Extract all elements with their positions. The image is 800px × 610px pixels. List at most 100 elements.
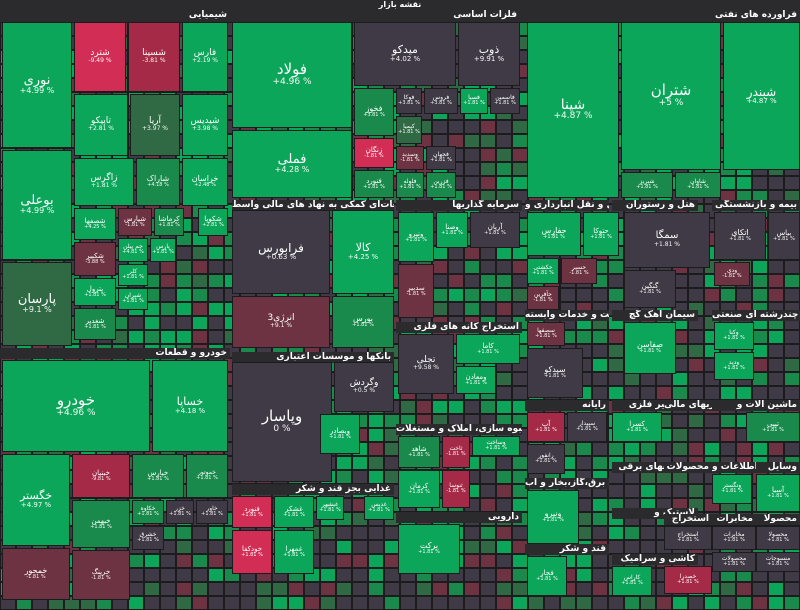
stock-tile[interactable]: خشرق +1.81 %: [132, 526, 164, 550]
stock-tile[interactable]: حفارس +1.81 %: [527, 212, 581, 256]
stock-tile[interactable]: مخابرات +1.81 %: [712, 526, 756, 550]
stock-tile[interactable]: وساخت +1.81 %: [472, 436, 520, 456]
stock-tile[interactable]: آریان +1.81 %: [470, 212, 520, 248]
stock-tile[interactable]: شکویا +2.81 %: [198, 208, 228, 236]
stock-tile[interactable]: ذوب +9.91 %: [458, 22, 520, 86]
stock-tile[interactable]: نوری +4.99 %: [2, 22, 72, 148]
stock-tile[interactable]: کلر +1.81 %: [118, 264, 148, 286]
stock-tile[interactable]: ودی -1.81 %: [714, 262, 750, 286]
stock-tile[interactable]: وبصادر +1.81 %: [320, 414, 360, 454]
stock-tile[interactable]: بورس +1.81 %: [332, 296, 394, 348]
stock-tile[interactable]: وسدید -1.81 %: [396, 146, 424, 170]
stock-tile[interactable]: سدبیر -1.81 %: [398, 264, 434, 318]
stock-tile[interactable]: فجار +1.81 %: [527, 556, 567, 596]
stock-tile[interactable]: بیاس +1.81 %: [768, 212, 800, 260]
stock-tile[interactable]: شپارس -1.81 %: [118, 208, 152, 236]
stock-tile[interactable]: پارسان +9.1 %: [2, 262, 72, 346]
stock-tile[interactable]: ونیرو +1.81 %: [527, 490, 579, 544]
stock-tile[interactable]: خراسان +2.48 %: [182, 158, 228, 206]
stock-tile[interactable]: رانفور +1.81 %: [527, 444, 565, 474]
stock-tile[interactable]: خبنیان -9.81 %: [72, 454, 130, 498]
stock-tile[interactable]: محصولات +1.81 %: [712, 552, 756, 572]
stock-tile[interactable]: جم پیلن +4.81 %: [118, 238, 148, 262]
stock-tile[interactable]: ثنوسا -1.81 %: [442, 470, 470, 508]
stock-tile[interactable]: گنگین +1.81 %: [624, 270, 676, 308]
stock-tile[interactable]: تیپی +1.81 %: [746, 412, 800, 442]
stock-tile[interactable]: شترد -9.49 %: [74, 22, 126, 92]
stock-tile[interactable]: شصفها +4.25 %: [74, 208, 116, 240]
stock-tile[interactable]: فنورد +1.81 %: [232, 496, 272, 528]
stock-tile[interactable]: انرژی3 +9.1 %: [232, 296, 330, 348]
stock-tile[interactable]: کرمان +1.81 %: [398, 470, 440, 508]
stock-tile[interactable]: شیران +1.81 %: [118, 288, 148, 310]
stock-tile[interactable]: برکت +1.81 %: [398, 524, 460, 574]
stock-tile[interactable]: پارس +1.81 %: [150, 238, 176, 262]
stock-tile[interactable]: فجهان +1.81 %: [426, 146, 456, 170]
stock-tile[interactable]: حکشتی +1.81 %: [527, 258, 559, 284]
stock-tile[interactable]: خزر +1.81 %: [166, 500, 194, 524]
stock-tile[interactable]: شتران +5 %: [621, 22, 721, 170]
stock-tile[interactable]: فسپا +1.81 %: [460, 88, 488, 114]
stock-tile[interactable]: فارس +2.19 %: [182, 22, 228, 92]
stock-tile[interactable]: غمهرا +1.81 %: [274, 530, 314, 574]
stock-tile[interactable]: زنگان -1.81 %: [354, 138, 394, 168]
stock-tile[interactable]: فوکا +3.81 %: [396, 88, 422, 114]
stock-tile[interactable]: سمگا +1.81 %: [624, 212, 710, 268]
stock-tile[interactable]: خمحور -1.81 %: [2, 548, 70, 600]
stock-tile[interactable]: تاپیکو +2.81 %: [74, 94, 128, 156]
stock-tile[interactable]: محصولا +1.81 %: [756, 526, 800, 550]
stock-tile[interactable]: اتکای +1.81 %: [714, 212, 766, 260]
stock-tile[interactable]: کسرا +1.81 %: [612, 412, 662, 442]
stock-tile[interactable]: فخوز +3.81 %: [354, 88, 394, 136]
stock-tile[interactable]: خصدرا +1.81 %: [664, 566, 712, 594]
stock-tile[interactable]: سپیدار +1.81 %: [567, 412, 607, 442]
stock-tile[interactable]: آپ +1.81 %: [527, 412, 565, 442]
stock-tile[interactable]: آریا +3.97 %: [130, 94, 180, 156]
stock-tile[interactable]: پترول +1.81 %: [74, 278, 116, 306]
stock-tile[interactable]: منسوجات +1.81 %: [756, 552, 800, 572]
stock-tile[interactable]: فلوله +1.81 %: [396, 172, 424, 198]
stock-tile[interactable]: شاهد +1.81 %: [398, 436, 440, 468]
stock-tile[interactable]: وپاسار 0 %: [232, 362, 332, 482]
stock-tile[interactable]: کرماشا +1.81 %: [154, 208, 184, 236]
stock-tile[interactable]: شکبیر -3.88 %: [74, 242, 116, 276]
stock-tile[interactable]: فولاد +4.96 %: [232, 22, 352, 128]
stock-tile[interactable]: فاسمین +1.81 %: [490, 88, 520, 114]
stock-tile[interactable]: خودکفا +1.81 %: [232, 530, 272, 574]
stock-tile[interactable]: غبشهر +1.81 %: [316, 496, 344, 520]
stock-tile[interactable]: وصنا +1.81 %: [436, 212, 468, 248]
stock-tile[interactable]: فرابورس +0.63 %: [232, 210, 330, 294]
stock-tile[interactable]: خگستر +4.97 %: [2, 454, 70, 546]
stock-tile[interactable]: فزرین +1.81 %: [426, 172, 456, 198]
stock-tile[interactable]: شیدیس +3.98 %: [182, 94, 228, 156]
stock-tile[interactable]: خپارس +1.81 %: [132, 454, 184, 498]
stock-tile[interactable]: غشکر +1.81 %: [274, 496, 314, 528]
stock-tile[interactable]: بوعلی +4.99 %: [2, 150, 72, 260]
stock-tile[interactable]: صفاسن +1.81 %: [624, 322, 676, 374]
stock-tile[interactable]: خساپا +4.18 %: [152, 360, 228, 452]
stock-tile[interactable]: ونیرو +1.81 %: [398, 212, 434, 262]
stock-tile[interactable]: وکنا +1.81 %: [714, 322, 754, 350]
stock-tile[interactable]: زاگرس +1.81 %: [74, 158, 134, 206]
stock-tile[interactable]: شسینا -3.81 %: [128, 22, 180, 92]
stock-tile[interactable]: تجلی +9.58 %: [398, 334, 454, 394]
stock-tile[interactable]: سیدکو +1.81 %: [527, 348, 583, 398]
stock-tile[interactable]: خاور +1.81 %: [196, 500, 228, 524]
stock-tile[interactable]: شغدیر +1.81 %: [74, 308, 116, 340]
stock-tile[interactable]: خموتور +1.81 %: [186, 454, 228, 498]
stock-tile[interactable]: استخراج +1.81 %: [664, 526, 712, 550]
stock-tile[interactable]: ثاخت -1.81 %: [442, 436, 470, 468]
stock-tile[interactable]: ودید +1.81 %: [714, 352, 754, 380]
stock-tile[interactable]: شبریز +1.81 %: [621, 172, 673, 198]
stock-tile[interactable]: میدکو +4.02 %: [354, 22, 456, 86]
stock-tile[interactable]: خرینگ -1.81 %: [72, 550, 130, 600]
stock-tile[interactable]: کاما +1.81 %: [456, 334, 520, 364]
stock-tile[interactable]: شاراک +4.18 %: [136, 158, 180, 206]
stock-tile[interactable]: خبهمن +1.81 %: [72, 500, 130, 548]
stock-tile[interactable]: کیمیا +1.81 %: [396, 116, 422, 144]
stock-tile[interactable]: شاوان +1.81 %: [675, 172, 721, 198]
stock-tile[interactable]: شبندر +4.87 %: [723, 22, 800, 170]
stock-tile[interactable]: غدیس +1.81 %: [364, 496, 394, 520]
stock-tile[interactable]: خکاوه +1.81 %: [132, 500, 164, 524]
stock-tile[interactable]: وگردش +0.5 %: [334, 362, 394, 412]
